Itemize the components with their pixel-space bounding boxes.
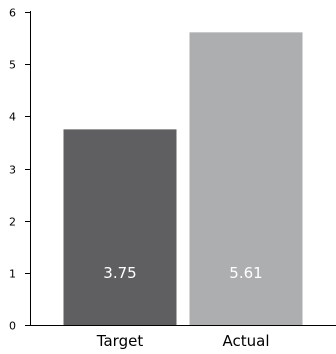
y-tick-label: 2	[9, 216, 16, 229]
bars: 3.75 5.61	[63, 32, 303, 325]
y-axis: 0 1 2 3 4 5 6	[9, 7, 31, 333]
data-label: 3.75	[103, 264, 136, 282]
bar-actual	[189, 32, 303, 325]
bar-target	[63, 129, 177, 325]
y-tick-label: 3	[9, 164, 16, 177]
x-axis: Target Actual	[30, 325, 336, 350]
x-category-label: Actual	[223, 332, 270, 350]
x-category-label: Target	[96, 332, 144, 350]
x-labels: Target Actual	[96, 332, 270, 350]
y-tick-label: 5	[9, 59, 16, 72]
y-tick-label: 0	[9, 320, 16, 333]
y-tick-label: 4	[9, 111, 16, 124]
y-tick-label: 1	[9, 268, 16, 281]
data-label: 5.61	[229, 264, 262, 282]
y-ticks: 0 1 2 3 4 5 6	[9, 7, 31, 333]
y-tick-label: 6	[9, 7, 16, 20]
